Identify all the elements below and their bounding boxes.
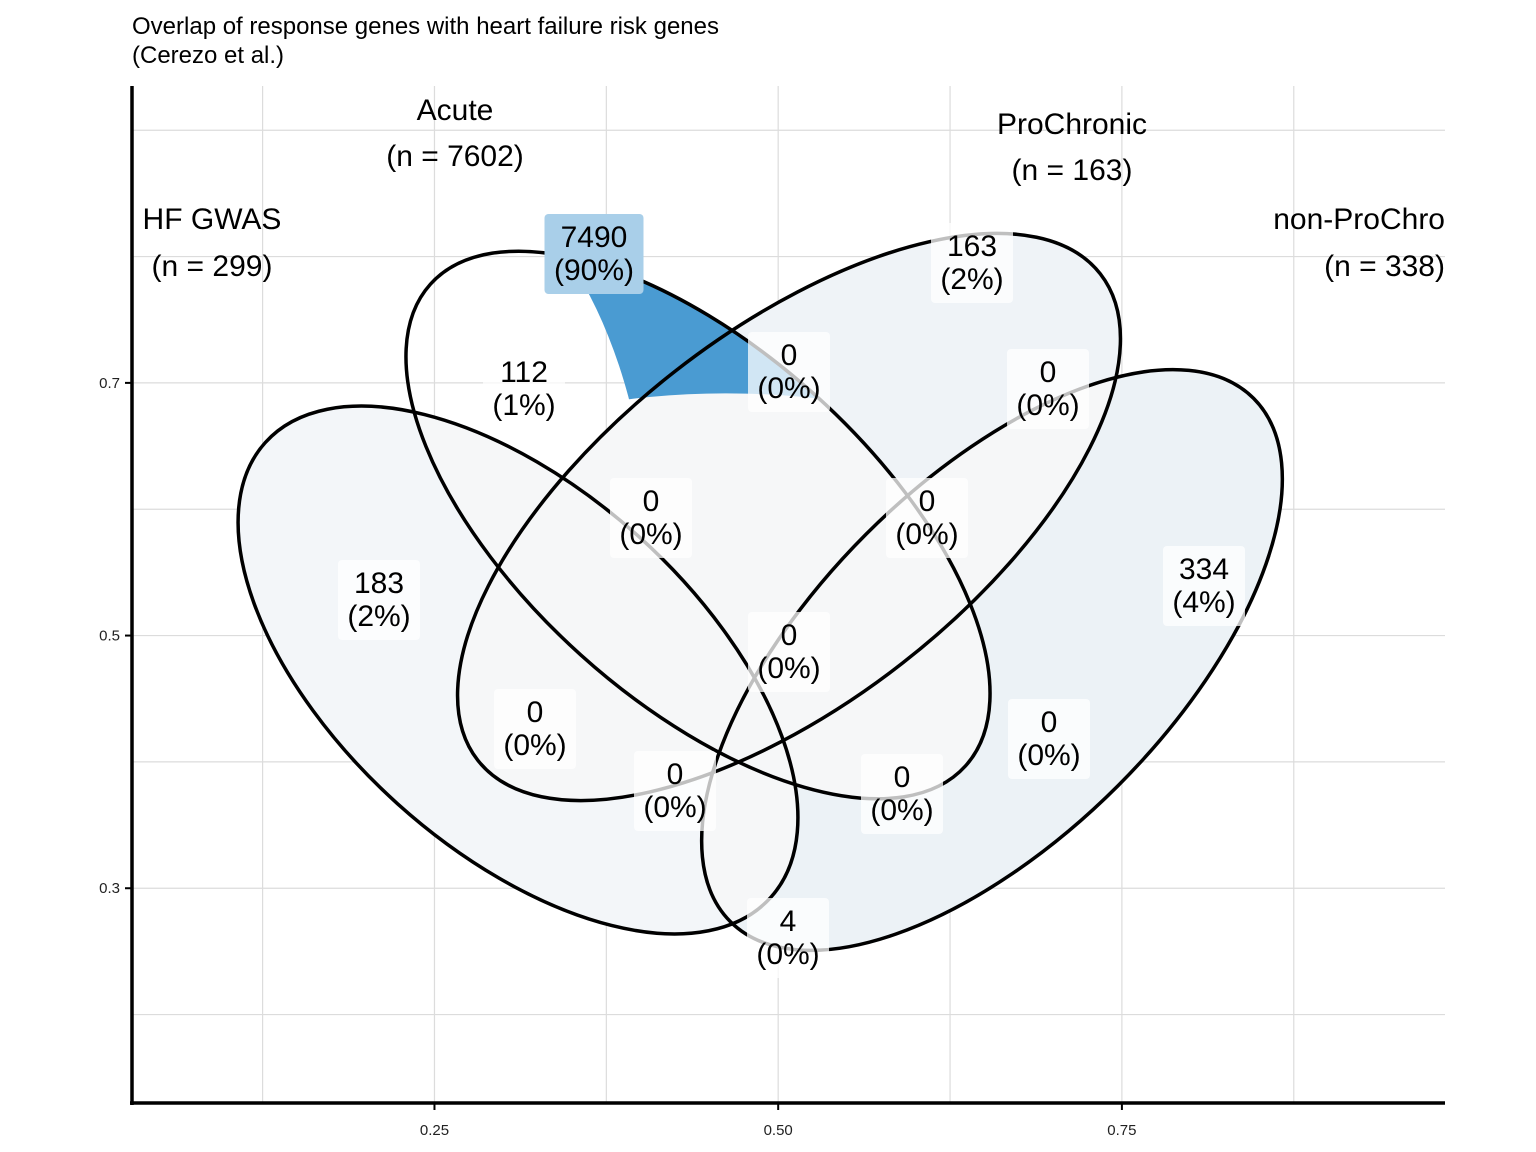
region-percent-label: (0%) [757, 372, 820, 405]
region-label-bg [338, 560, 420, 640]
region-count-label: 0 [667, 758, 684, 791]
region-label-bg [931, 223, 1013, 303]
region-count-label: 334 [1179, 553, 1229, 586]
set-name-label: ProChronic [997, 108, 1147, 141]
chart-title: Overlap of response genes with heart fai… [132, 13, 719, 40]
region-label-bg [747, 898, 829, 978]
y-tick-label: 0.3 [99, 880, 120, 897]
region-count-label: 4 [780, 905, 797, 938]
region-label-bg [886, 478, 968, 558]
region-label-bg [483, 349, 565, 429]
region-label-bg [1163, 546, 1245, 626]
chart-title-block: Overlap of response genes with heart fai… [132, 12, 719, 70]
region-label-bg [634, 751, 716, 831]
region-percent-label: (1%) [492, 389, 555, 422]
region-percent-label: (90%) [554, 254, 634, 287]
set-n-label: (n = 7602) [386, 140, 524, 173]
x-tick-label: 0.50 [764, 1122, 793, 1139]
region-percent-label: (0%) [756, 938, 819, 971]
set-n-label: (n = 163) [1012, 154, 1133, 187]
y-tick-label: 0.7 [99, 375, 120, 392]
ellipse-nonprochronic [699, 367, 1285, 953]
region-percent-label: (2%) [940, 263, 1003, 296]
set-name-label: non-ProChro [1273, 203, 1445, 236]
set-n-label: (n = 338) [1324, 250, 1445, 283]
region-percent-label: (0%) [1017, 739, 1080, 772]
set-name-label: HF GWAS [143, 203, 282, 236]
region-count-label: 0 [781, 339, 798, 372]
region-percent-label: (4%) [1172, 586, 1235, 619]
region-percent-label: (0%) [619, 518, 682, 551]
region-label-bg [748, 332, 830, 412]
region-percent-label: (0%) [757, 652, 820, 685]
x-tick-label: 0.75 [1107, 1122, 1136, 1139]
region-percent-label: (0%) [503, 729, 566, 762]
region-count-label: 163 [947, 230, 997, 263]
region-label-bg [544, 214, 644, 294]
region-percent-label: (2%) [347, 600, 410, 633]
region-percent-label: (0%) [643, 791, 706, 824]
region-count-label: 0 [919, 485, 936, 518]
fill-nonprochronic [701, 369, 1283, 951]
region-count-label: 7490 [561, 221, 628, 254]
region-count-label: 0 [643, 485, 660, 518]
region-percent-label: (0%) [1016, 389, 1079, 422]
set-n-label: (n = 299) [152, 250, 273, 283]
region-label-bg [748, 612, 830, 692]
region-label-bg [861, 754, 943, 834]
region-label-bg [1008, 699, 1090, 779]
chart-subtitle: (Cerezo et al.) [132, 42, 285, 69]
region-percent-label: (0%) [870, 794, 933, 827]
ellipse-prochronic [455, 231, 1123, 803]
region-count-label: 183 [354, 567, 404, 600]
region-label-bg [1007, 349, 1089, 429]
region-count-label: 0 [781, 619, 798, 652]
region-count-label: 0 [1041, 706, 1058, 739]
region-label-bg [610, 478, 692, 558]
region-labels: 7490(90%)163(2%)112(1%)0(0%) 0(0%)0(0%)0(… [338, 214, 1245, 978]
set-labels: HF GWAS (n = 299) Acute (n = 7602) ProChroni… [143, 94, 1445, 283]
region-percent-label: (0%) [895, 518, 958, 551]
region-count-label: 0 [1040, 356, 1057, 389]
region-count-label: 0 [894, 761, 911, 794]
y-tick-label: 0.5 [99, 628, 120, 645]
region-count-label: 112 [500, 356, 548, 389]
set-name-label: Acute [417, 94, 494, 127]
x-tick-label: 0.25 [420, 1122, 449, 1139]
region-label-bg [494, 689, 576, 769]
region-count-label: 0 [527, 696, 544, 729]
